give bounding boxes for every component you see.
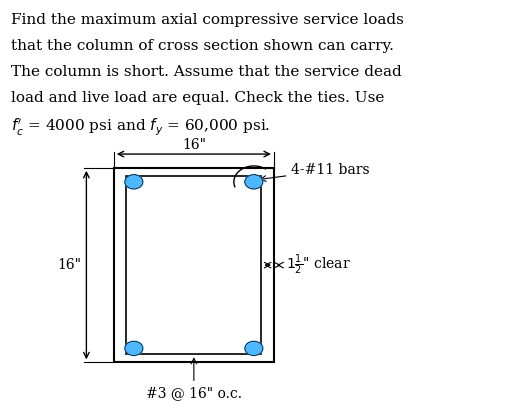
Text: that the column of cross section shown can carry.: that the column of cross section shown c… xyxy=(11,39,394,53)
Text: 16": 16" xyxy=(182,138,206,152)
Text: load and live load are equal. Check the ties. Use: load and live load are equal. Check the … xyxy=(11,90,385,105)
Text: $f_c^{\prime}$ = 4000 psi and $f_y$ = 60,000 psi.: $f_c^{\prime}$ = 4000 psi and $f_y$ = 60… xyxy=(11,116,271,138)
Bar xyxy=(114,168,274,362)
Text: Find the maximum axial compressive service loads: Find the maximum axial compressive servi… xyxy=(11,13,404,27)
Circle shape xyxy=(245,341,263,356)
Circle shape xyxy=(125,341,143,356)
Text: $1\frac{1}{2}$" clear: $1\frac{1}{2}$" clear xyxy=(287,253,351,277)
Text: #3 @ 16" o.c.: #3 @ 16" o.c. xyxy=(146,358,242,400)
Circle shape xyxy=(125,175,143,189)
Text: 4-#11 bars: 4-#11 bars xyxy=(260,163,370,181)
Text: The column is short. Assume that the service dead: The column is short. Assume that the ser… xyxy=(11,65,402,79)
Bar xyxy=(126,176,261,354)
Text: 16": 16" xyxy=(58,258,81,272)
Circle shape xyxy=(245,175,263,189)
